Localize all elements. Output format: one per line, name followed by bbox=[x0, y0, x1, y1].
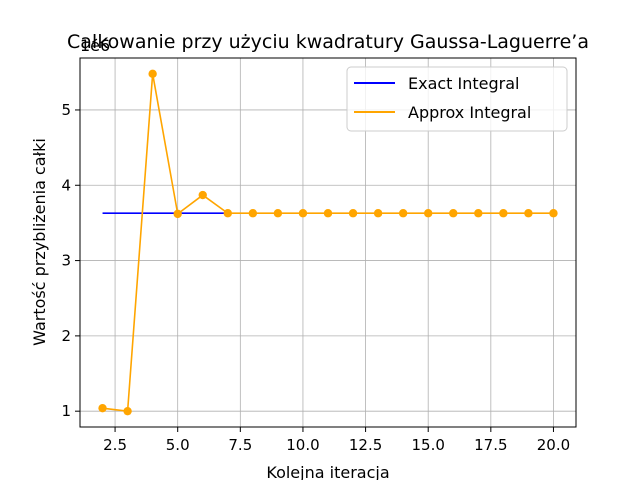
legend: Exact Integral Approx Integral bbox=[346, 66, 568, 132]
x-tick-label: 2.5 bbox=[103, 436, 127, 454]
x-tick-label: 15.0 bbox=[411, 436, 444, 454]
data-point-approx bbox=[524, 209, 533, 218]
y-tick-label: 5 bbox=[61, 101, 71, 119]
data-point-approx bbox=[398, 209, 408, 218]
series-layer bbox=[98, 69, 558, 416]
data-point-approx bbox=[474, 209, 483, 218]
legend-label-approx: Approx Integral bbox=[408, 103, 531, 122]
x-tick-label: 12.5 bbox=[349, 436, 382, 454]
x-tick-label: 7.5 bbox=[228, 436, 252, 454]
y-tick-label: 1 bbox=[61, 402, 71, 420]
x-tick-label: 5.0 bbox=[166, 436, 190, 454]
y-axis-ticks: 1 2 3 4 5 bbox=[61, 101, 80, 420]
data-point-approx bbox=[549, 209, 558, 218]
data-point-approx bbox=[98, 403, 107, 413]
y-offset-label: 1e6 bbox=[80, 36, 110, 55]
plot-frame bbox=[79, 57, 577, 428]
data-point-approx bbox=[373, 209, 383, 218]
x-tick-label: 10.0 bbox=[286, 436, 319, 454]
data-point-approx bbox=[273, 209, 283, 218]
data-point-approx bbox=[499, 209, 508, 218]
data-point-approx bbox=[248, 209, 258, 218]
chart-title: Całkowanie przy użyciu kwadratury Gaussa… bbox=[67, 31, 589, 53]
data-point-approx bbox=[148, 69, 157, 79]
data-point-approx bbox=[323, 209, 333, 218]
data-point-approx bbox=[298, 209, 308, 218]
y-tick-label: 4 bbox=[61, 176, 71, 194]
data-point-approx bbox=[348, 209, 358, 218]
data-point-approx bbox=[173, 209, 182, 219]
data-point-approx bbox=[449, 209, 458, 218]
x-tick-label: 20.0 bbox=[537, 436, 570, 454]
legend-label-exact: Exact Integral bbox=[408, 74, 520, 93]
x-axis-ticks: 2.5 5.0 7.5 10.0 12.5 15.0 17.5 20.0 bbox=[103, 427, 570, 454]
data-point-approx bbox=[223, 209, 232, 218]
data-point-approx bbox=[198, 190, 207, 200]
data-point-approx bbox=[123, 406, 132, 416]
data-point-approx bbox=[424, 209, 433, 218]
y-axis-label: Wartość przybliżenia całki bbox=[30, 138, 49, 346]
y-tick-label: 2 bbox=[61, 327, 71, 345]
legend-box bbox=[346, 66, 568, 132]
y-tick-label: 3 bbox=[61, 252, 71, 270]
x-tick-label: 17.5 bbox=[474, 436, 507, 454]
x-axis-label: Kolejna iteracja bbox=[266, 463, 389, 480]
